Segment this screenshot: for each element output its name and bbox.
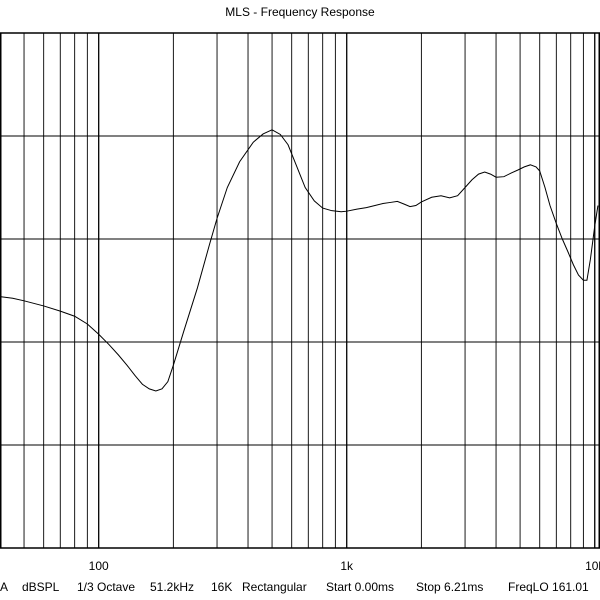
horizontal-gridlines bbox=[0, 135, 600, 446]
footer-stop: Stop 6.21ms bbox=[416, 580, 484, 594]
chart-title: MLS - Frequency Response bbox=[225, 5, 375, 19]
measurement-status-bar: A dBSPL 1/3 Octave 51.2kHz 16K Rectangul… bbox=[0, 580, 600, 600]
footer-rate: 51.2kHz bbox=[150, 580, 195, 594]
footer-window: Rectangular bbox=[242, 580, 307, 594]
footer-freqlo: FreqLO 161.01 bbox=[508, 580, 589, 594]
footer-size: 16K bbox=[211, 580, 233, 594]
x-tick-label: 1k bbox=[340, 559, 354, 573]
x-tick-label: 100 bbox=[89, 559, 109, 573]
footer-smoothing: 1/3 Octave bbox=[77, 580, 136, 594]
vertical-gridlines bbox=[0, 33, 596, 548]
x-tick-labels: 100 1k 10k bbox=[89, 559, 600, 573]
footer-start: Start 0.00ms bbox=[326, 580, 395, 594]
x-tick-label: 10k bbox=[585, 559, 600, 573]
plot-frame bbox=[0, 32, 600, 549]
footer-weighting: A bbox=[0, 580, 9, 594]
footer-units: dBSPL bbox=[22, 580, 60, 594]
series-line bbox=[0, 129, 599, 392]
